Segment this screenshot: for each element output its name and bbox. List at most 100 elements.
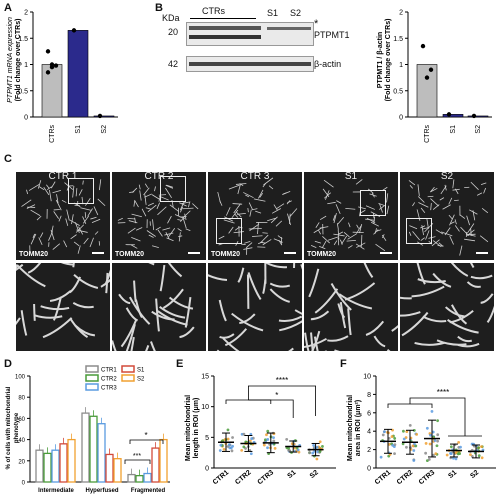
e-point-4-19	[318, 450, 322, 453]
f-ytick-label-2: 4	[367, 429, 371, 436]
b-ytick-label-2: 1	[399, 62, 403, 69]
d-ytick-label-4: 80	[18, 396, 25, 402]
d-legend-swatch-3	[121, 365, 135, 373]
f-point-0-16	[387, 442, 391, 446]
d-bar-2-1	[135, 474, 144, 483]
ylabel-b-2: (Fold change over CTRs)	[385, 19, 392, 102]
f-point-2-20	[434, 452, 438, 456]
e-xlabel-2: CTR3	[257, 469, 276, 486]
a-point-0-2	[53, 63, 59, 68]
ylabel-e-2: length in ROI (μm)	[193, 398, 200, 459]
b-xlabel-1: S1	[450, 125, 457, 134]
d-ytick-label-3: 60	[18, 417, 25, 423]
micrograph-zoom-5	[400, 263, 494, 351]
f-point-3-0	[445, 453, 449, 457]
micrograph-title-3: CTR 3	[240, 172, 270, 182]
e-point-0-10	[230, 449, 234, 453]
e-point-2-16	[265, 433, 268, 437]
b-bar-2	[467, 115, 489, 118]
a-point-1-0	[71, 28, 77, 33]
f-point-1-21	[412, 459, 416, 462]
f-point-0-10	[381, 433, 385, 437]
e-point-2-15	[266, 429, 270, 433]
d-sig-bracket-1	[129, 439, 164, 444]
e-point-3-17	[296, 448, 300, 452]
a-bar-0	[41, 64, 63, 118]
panel-label-c: C	[4, 153, 12, 165]
f-xlabel-1: CTR2	[396, 469, 415, 486]
ylabel-d-1: % of cells with mitochondrial	[6, 386, 12, 469]
f-point-2-5	[425, 426, 429, 430]
e-point-2-9	[272, 436, 275, 439]
d-bar-0-4	[67, 438, 76, 483]
b-xlabel-2: S2	[475, 125, 482, 134]
f-point-4-15	[477, 446, 481, 450]
b-ytick-label-4: 2	[399, 10, 403, 17]
blot-ptpmt1-strip	[186, 22, 314, 46]
micrograph-title-5: S2	[440, 172, 454, 182]
scale-bar-1	[92, 252, 104, 254]
f-point-3-17	[459, 445, 462, 449]
scale-bar-4	[380, 252, 392, 254]
f-point-1-19	[412, 428, 416, 432]
ylabel-f-2: area in ROI (μm²)	[355, 400, 362, 456]
f-point-1-15	[401, 442, 405, 446]
micrograph-zoom-4	[304, 263, 398, 351]
f-point-2-4	[424, 442, 428, 445]
f-point-2-18	[424, 451, 428, 455]
a-point-0-3	[45, 49, 51, 54]
d-bar-0-0	[35, 449, 44, 483]
d-xlabel-2: Fragmented	[131, 488, 166, 494]
f-point-0-18	[393, 443, 397, 447]
micrograph-zoom-1	[16, 263, 110, 351]
e-point-0-21	[227, 443, 231, 447]
f-point-3-5	[449, 452, 452, 455]
scale-bar-3	[284, 252, 296, 254]
kda-label: KDa	[162, 13, 180, 23]
e-point-3-10	[285, 437, 289, 441]
b-point-0-2	[428, 67, 434, 72]
e-point-0-20	[222, 447, 226, 451]
e-xlabel-0: CTR1	[212, 469, 231, 486]
a-point-2-0	[97, 113, 103, 119]
d-legend-label-0: CTR1	[101, 368, 117, 374]
f-xlabel-3: S1	[447, 469, 458, 480]
f-point-1-3	[402, 429, 405, 433]
a-ytick-label-4: 2	[24, 10, 28, 17]
b-xlabel-0: CTRs	[424, 125, 431, 143]
micrograph-grid: CTR 1 TOMM20 CTR 2 TOMM20 CTR 3 TOMM20 S1 TOMM2…	[16, 172, 500, 354]
d-bar-2-4	[159, 438, 168, 483]
f-point-2-2	[432, 453, 435, 457]
e-point-1-14	[242, 432, 246, 436]
roi-box-4	[360, 190, 386, 216]
f-point-3-19	[458, 452, 462, 455]
a-xlabel-2: S2	[101, 125, 108, 134]
e-point-1-17	[249, 452, 253, 456]
micrograph-title-2: CTR 2	[144, 172, 174, 182]
f-point-2-9	[430, 410, 434, 413]
f-point-2-10	[436, 439, 440, 443]
e-point-2-8	[273, 446, 277, 450]
e-sig-bracket-1	[248, 385, 316, 416]
f-point-0-21	[391, 443, 395, 447]
micrograph-4: S1 TOMM20	[304, 172, 398, 260]
d-bar-0-2	[51, 449, 60, 483]
micrograph-title-1: CTR 1	[48, 172, 78, 182]
d-bar-0-3	[59, 443, 68, 483]
micrograph-1: CTR 1 TOMM20	[16, 172, 110, 260]
f-point-1-18	[408, 423, 412, 427]
f-point-4-2	[470, 455, 474, 458]
e-point-0-19	[226, 428, 230, 432]
e-point-3-4	[297, 450, 301, 454]
e-point-0-18	[231, 436, 234, 439]
chart-b: PTPMT1 / β-actin (Fold change over CTRs)…	[377, 10, 492, 143]
d-bar-2-2	[143, 472, 152, 483]
f-point-4-16	[469, 453, 472, 457]
d-ytick-label-1: 20	[18, 459, 25, 465]
d-legend-swatch-4	[121, 374, 135, 382]
micrograph-zoom-2	[112, 263, 206, 351]
f-point-2-8	[428, 442, 432, 446]
chart-f: Mean mitochondrial area in ROI (μm²) 0 2 4…	[347, 374, 496, 486]
e-point-0-13	[218, 449, 222, 452]
d-sig-label-2: ***	[133, 453, 141, 460]
